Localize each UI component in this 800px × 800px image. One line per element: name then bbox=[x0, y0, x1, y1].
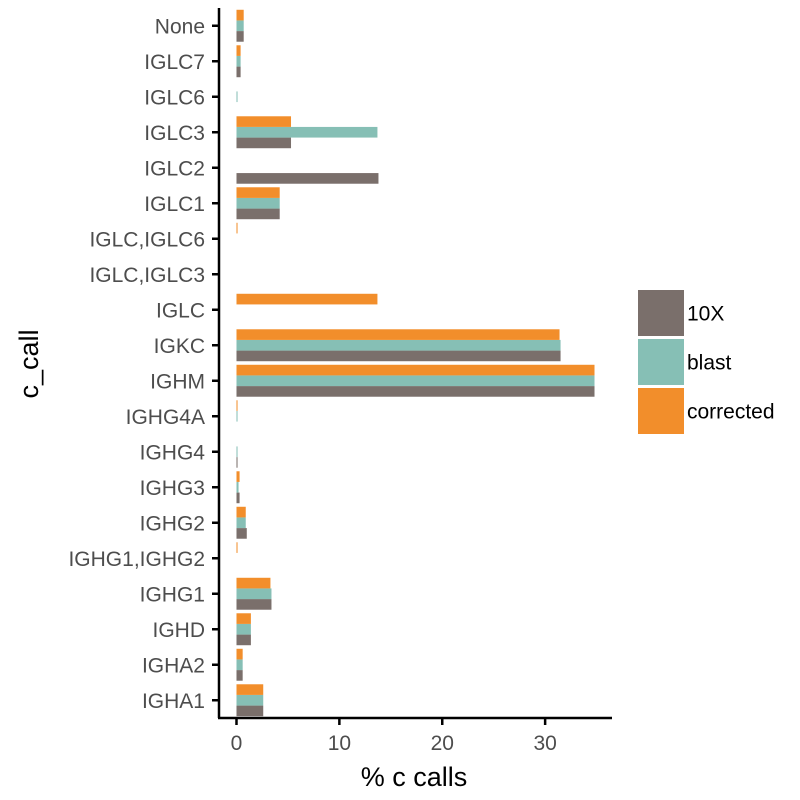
y-tick-label: IGKC bbox=[154, 335, 205, 358]
bar-blast-ighg2 bbox=[236, 517, 246, 529]
bar-corrected-igha1 bbox=[236, 684, 264, 695]
legend-swatch bbox=[638, 339, 684, 385]
y-tick-label: IGLC1 bbox=[144, 193, 205, 216]
bar-corrected-iglc7 bbox=[236, 45, 241, 56]
bar-10x-igha1 bbox=[236, 705, 264, 717]
y-tick-label: IGHG1 bbox=[140, 583, 205, 606]
bar-blast-ighg4a bbox=[236, 410, 238, 422]
bar-blast-iglc6 bbox=[236, 91, 238, 103]
bar-10x-iglc2 bbox=[236, 173, 379, 184]
bar-corrected-igkc bbox=[236, 329, 560, 340]
y-tick-label: IGHA2 bbox=[142, 654, 205, 677]
bar-corrected-igha2 bbox=[236, 648, 243, 660]
x-axis-title: % c calls bbox=[361, 762, 468, 792]
bar-corrected-ighg1 bbox=[236, 577, 271, 589]
y-tick-label: IGLC bbox=[156, 299, 205, 322]
bar-10x-ighg4 bbox=[236, 457, 238, 468]
y-tick-label: IGLC7 bbox=[144, 51, 205, 74]
x-axis: 0 10 20 30 bbox=[231, 718, 557, 755]
y-axis-title: c_call bbox=[14, 329, 44, 398]
bar-10x-ighd bbox=[236, 634, 251, 646]
legend-swatch bbox=[638, 290, 684, 336]
y-tick-label: IGHG1,IGHG2 bbox=[68, 548, 205, 571]
bar-10x-iglc7 bbox=[236, 66, 241, 78]
bar-10x-ighg3 bbox=[236, 492, 240, 504]
bars bbox=[236, 9, 595, 717]
y-tick-label: IGHG4A bbox=[126, 406, 205, 429]
bar-corrected-ighg1-ighg2 bbox=[236, 542, 238, 553]
legend-label: 10X bbox=[687, 303, 724, 326]
bar-10x-ighm bbox=[236, 386, 595, 397]
bar-10x-iglc1 bbox=[236, 208, 280, 220]
x-tick-label: 10 bbox=[328, 732, 351, 755]
bar-10x-none bbox=[236, 31, 244, 42]
y-tick-label: IGHG3 bbox=[140, 477, 205, 500]
x-tick-label: 30 bbox=[533, 732, 556, 755]
bar-10x-ighg2 bbox=[236, 528, 247, 539]
bar-blast-ighm bbox=[236, 375, 595, 387]
bar-corrected-none bbox=[236, 9, 244, 21]
y-tick-label: None bbox=[155, 15, 205, 38]
bar-blast-iglc1 bbox=[236, 197, 280, 209]
y-tick-label: IGHG4 bbox=[140, 441, 206, 464]
bar-blast-igha1 bbox=[236, 694, 264, 706]
y-tick-label: IGHD bbox=[153, 619, 206, 642]
bar-10x-igkc bbox=[236, 350, 561, 362]
y-tick-label: IGHA1 bbox=[142, 690, 205, 713]
legend-swatch bbox=[638, 388, 684, 434]
y-axis: IGHA1 IGHA2 IGHD IGHG1 IGHG1,IGHG2 IGHG2 IGHG3… bbox=[68, 15, 219, 713]
y-tick-label: IGHG2 bbox=[140, 512, 205, 535]
bar-blast-ighg3 bbox=[236, 481, 239, 493]
bar-blast-iglc3 bbox=[236, 126, 378, 138]
bar-corrected-ighg2 bbox=[236, 506, 246, 518]
bar-corrected-iglc bbox=[236, 293, 378, 305]
x-tick-label: 0 bbox=[231, 732, 243, 755]
y-tick-label: IGLC,IGLC6 bbox=[89, 228, 205, 251]
bar-blast-igha2 bbox=[236, 659, 243, 671]
legend-label: corrected bbox=[687, 401, 775, 424]
bar-blast-ighg1 bbox=[236, 588, 272, 600]
y-tick-label: IGLC,IGLC3 bbox=[89, 264, 205, 287]
bar-corrected-ighg3 bbox=[236, 471, 240, 482]
bar-blast-iglc7 bbox=[236, 55, 241, 67]
bar-blast-none bbox=[236, 20, 244, 32]
y-tick-label: IGHM bbox=[150, 370, 205, 393]
legend: 10X blast corrected bbox=[638, 290, 775, 434]
y-tick-label: IGLC3 bbox=[144, 122, 205, 145]
bar-10x-ighg1 bbox=[236, 599, 272, 610]
bar-corrected-ighd bbox=[236, 613, 251, 624]
bar-corrected-iglc-iglc6 bbox=[236, 222, 238, 234]
bar-blast-igkc bbox=[236, 339, 561, 351]
legend-label: blast bbox=[687, 352, 732, 375]
bar-corrected-iglc1 bbox=[236, 187, 280, 198]
bar-10x-igha2 bbox=[236, 670, 243, 681]
bar-corrected-iglc3 bbox=[236, 116, 292, 127]
bar-corrected-ighg4a bbox=[236, 400, 238, 411]
bar-corrected-ighm bbox=[236, 364, 595, 376]
bar-blast-ighd bbox=[236, 623, 251, 635]
bar-10x-iglc3 bbox=[236, 137, 292, 149]
bar-blast-ighg4 bbox=[236, 446, 238, 458]
x-tick-label: 20 bbox=[431, 732, 454, 755]
y-tick-label: IGLC2 bbox=[144, 157, 205, 180]
y-tick-label: IGLC6 bbox=[144, 86, 205, 109]
